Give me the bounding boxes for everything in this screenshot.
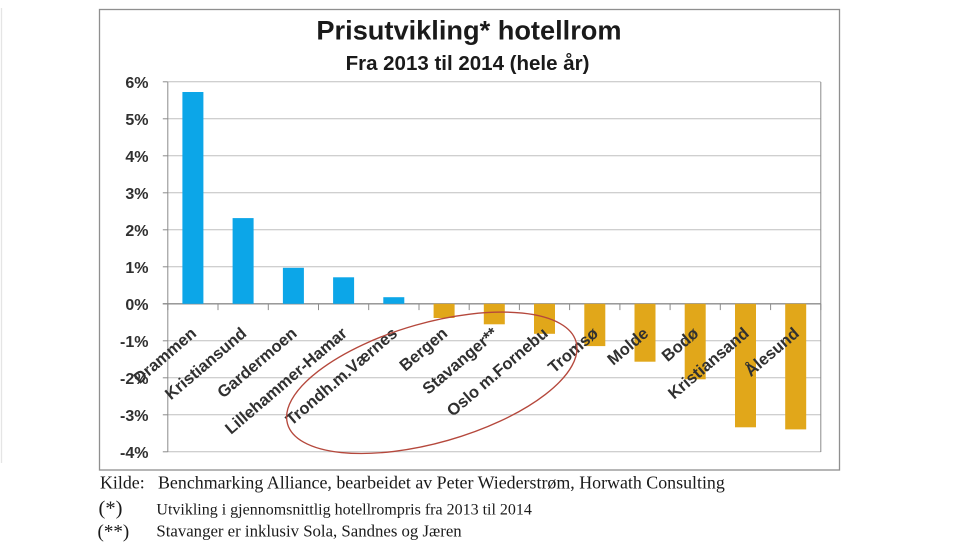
svg-text:6%: 6% bbox=[125, 75, 148, 92]
svg-text:Prisutvikling* hotellrom: Prisutvikling* hotellrom bbox=[316, 15, 621, 46]
svg-text:Fra 2013 til 2014 (hele år): Fra 2013 til 2014 (hele år) bbox=[346, 52, 590, 75]
svg-text:-4%: -4% bbox=[120, 445, 148, 462]
svg-text:-1%: -1% bbox=[120, 334, 148, 351]
svg-text:1%: 1% bbox=[125, 260, 148, 277]
svg-text:Kilde:: Kilde: bbox=[100, 473, 145, 493]
svg-text:0%: 0% bbox=[125, 297, 148, 314]
svg-text:5%: 5% bbox=[125, 112, 148, 129]
svg-text:(**): (**) bbox=[98, 522, 130, 543]
svg-text:Stavanger er inklusiv Sola, Sa: Stavanger er inklusiv Sola, Sandnes og J… bbox=[156, 522, 462, 541]
svg-text:3%: 3% bbox=[125, 186, 148, 203]
svg-text:Utvikling i gjennomsnittlig ho: Utvikling i gjennomsnittlig hotellrompri… bbox=[156, 501, 532, 518]
svg-text:2%: 2% bbox=[125, 223, 148, 240]
svg-text:4%: 4% bbox=[125, 149, 148, 166]
svg-text:(*): (*) bbox=[99, 498, 123, 520]
svg-text:-3%: -3% bbox=[120, 408, 148, 425]
svg-text:-2%: -2% bbox=[120, 371, 148, 388]
svg-text:Benchmarking Alliance, bearbei: Benchmarking Alliance, bearbeidet av Pet… bbox=[158, 473, 725, 493]
